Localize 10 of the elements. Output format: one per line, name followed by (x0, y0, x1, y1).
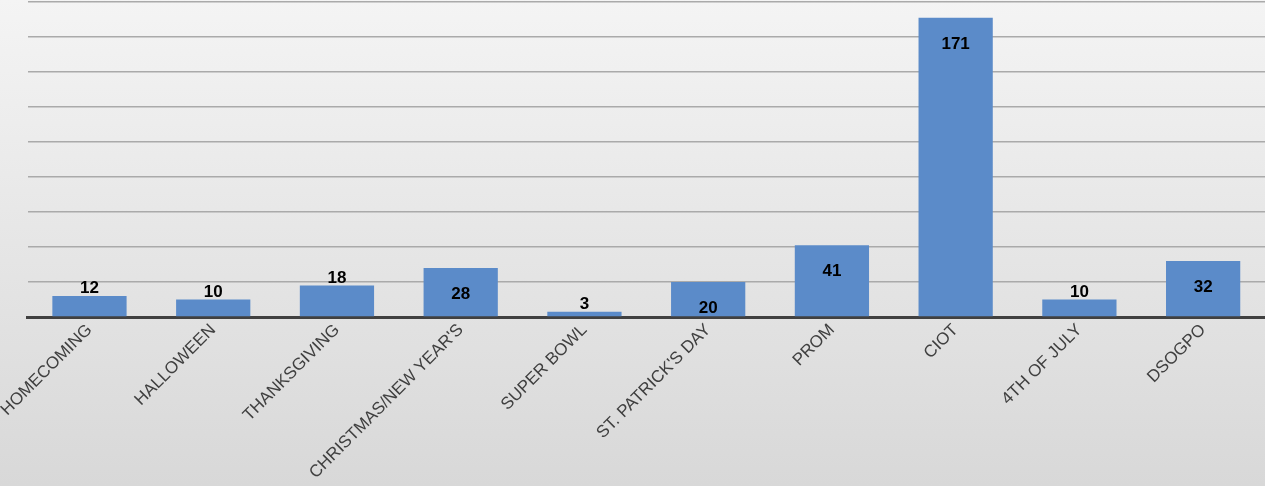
data-label: 28 (451, 284, 471, 304)
data-label: 12 (80, 278, 99, 298)
data-label: 171 (941, 33, 970, 53)
data-label: 3 (579, 293, 590, 313)
data-label: 10 (1069, 281, 1089, 301)
data-label: 20 (698, 298, 718, 318)
data-label: 18 (327, 267, 347, 287)
data-label: 41 (822, 261, 842, 281)
data-label: 32 (1193, 277, 1213, 297)
data-label: 10 (203, 281, 223, 301)
